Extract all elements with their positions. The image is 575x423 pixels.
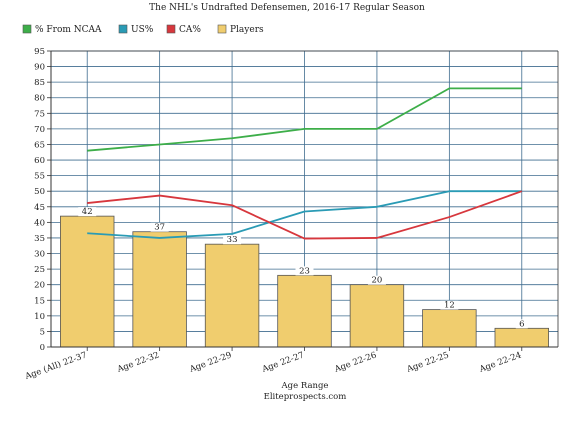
y-tick-label: 20 [34, 281, 45, 291]
y-tick-label: 55 [34, 172, 45, 182]
data-label-bg [78, 207, 97, 217]
data-label: 33 [227, 235, 238, 245]
series-line [87, 190, 523, 240]
data-label-bg [440, 300, 459, 310]
y-tick-label: 95 [34, 47, 45, 57]
bar [494, 327, 549, 348]
data-label-bg [295, 266, 314, 276]
x-axis-title: Age Range [281, 381, 329, 391]
legend-swatch [22, 24, 32, 34]
y-tick-label: 90 [34, 63, 45, 73]
y-tick-label: 70 [34, 125, 45, 135]
data-label-bg [150, 222, 169, 232]
series-line [87, 87, 522, 152]
y-tick-label: 15 [34, 296, 45, 306]
y-tick-label: 65 [34, 140, 45, 150]
bar [132, 231, 187, 348]
y-tick-label: 75 [34, 109, 45, 119]
y-tick-label: 0 [40, 343, 45, 353]
bar [349, 284, 405, 348]
legend-swatch [166, 24, 176, 34]
data-label: 37 [154, 223, 165, 233]
y-tick-label: 45 [34, 203, 45, 213]
legend-label: % From NCAA [35, 25, 102, 35]
data-label: 12 [444, 301, 455, 311]
data-label-bg [367, 275, 386, 285]
x-tick-label: Age 22-26 [332, 350, 378, 375]
x-tick-label: Age 22-25 [405, 350, 451, 375]
legend-swatch [217, 24, 227, 34]
data-label: 42 [82, 207, 93, 217]
y-tick-label: 60 [34, 156, 45, 166]
bar [60, 215, 115, 348]
y-tick-label: 10 [34, 312, 45, 322]
source-label: Eliteprospects.com [264, 392, 347, 402]
y-tick-label: 5 [40, 327, 45, 337]
y-tick-label: 30 [34, 250, 45, 260]
y-tick-label: 50 [34, 187, 45, 197]
data-label: 6 [519, 319, 524, 329]
x-tick-label: Age 22-24 [477, 350, 523, 375]
legend-label: US% [131, 25, 154, 35]
legend-swatch [118, 24, 128, 34]
data-label-bg [515, 319, 528, 329]
legend-label: Players [230, 25, 264, 35]
bar [204, 243, 260, 348]
data-label: 20 [372, 276, 383, 286]
legend-label: CA% [179, 25, 201, 35]
x-tick-label: Age 22-29 [188, 350, 234, 375]
bar [422, 309, 477, 348]
y-tick-label: 80 [34, 94, 45, 104]
line-series [87, 87, 523, 240]
y-tick-label: 85 [34, 78, 45, 88]
chart-title: The NHL's Undrafted Defensemen, 2016-17 … [149, 3, 425, 13]
x-tick-label: Age 22-27 [260, 350, 306, 375]
bar-series: 42 37 33 23 20 12 6 [60, 207, 549, 348]
data-label-bg [223, 235, 242, 245]
y-tick-label: 40 [34, 218, 45, 228]
data-label: 23 [299, 266, 310, 276]
legend: % From NCAA US% CA% Players [22, 24, 264, 35]
bar [277, 274, 332, 348]
y-tick-label: 25 [34, 265, 45, 275]
y-tick-label: 35 [34, 234, 45, 244]
series-line [87, 190, 522, 239]
x-tick-label: Age (All) 22-37 [23, 349, 89, 382]
x-tick-label: Age 22-32 [115, 350, 161, 375]
